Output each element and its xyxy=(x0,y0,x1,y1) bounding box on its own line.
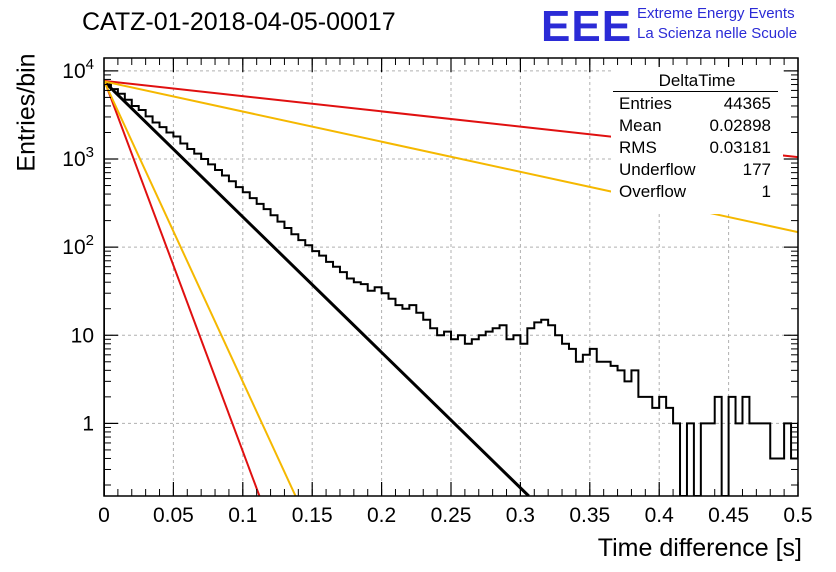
y-tick-label: 10 xyxy=(71,324,94,347)
y-tick-label: 102 xyxy=(62,232,94,259)
stats-value: 1 xyxy=(761,182,771,201)
stats-value: 44365 xyxy=(723,94,771,113)
y-tick-label-exponent: 2 xyxy=(86,232,94,249)
y-tick-label: 103 xyxy=(62,144,94,171)
stats-title-rule xyxy=(613,91,778,92)
stats-value: 177 xyxy=(742,160,771,179)
x-axis-label: Time difference [s] xyxy=(597,534,802,562)
series-line xyxy=(104,79,261,496)
stats-value: 0.03181 xyxy=(709,138,771,157)
stats-row: Overflow 1 xyxy=(619,182,771,204)
x-tick-label: 0.05 xyxy=(153,504,194,527)
stats-key: Overflow xyxy=(619,182,687,201)
logo-line1: Extreme Energy Events xyxy=(637,5,795,22)
x-tick-label: 0.4 xyxy=(645,504,675,527)
stats-row: Mean 0.02898 xyxy=(619,116,771,138)
y-tick-label-base: 10 xyxy=(62,148,85,171)
x-tick-label: 0.5 xyxy=(783,504,812,527)
stats-key: Underflow xyxy=(619,160,696,179)
logo-line2: La Scienza nelle Scuole xyxy=(637,25,798,42)
axes: 0 0.05 0.1 0.15 0.2 0.25 0.3 0.35 0.4 0.45 0.51101… xyxy=(62,56,812,527)
x-tick-label: 0.15 xyxy=(292,504,333,527)
y-tick-label-base: 10 xyxy=(62,60,85,83)
y-tick-label: 1 xyxy=(82,412,94,435)
stats-box: DeltaTime Entries 44365 Mean 0.02898 RMS… xyxy=(611,67,783,214)
eee-logo-mark: EEE xyxy=(541,2,633,51)
x-tick-label: 0 xyxy=(98,504,110,527)
x-tick-label: 0.3 xyxy=(506,504,535,527)
stats-row: Underflow 177 xyxy=(619,160,771,182)
x-tick-label: 0.35 xyxy=(569,504,610,527)
x-tick-label: 0.45 xyxy=(708,504,749,527)
y-tick-label: 104 xyxy=(62,56,94,83)
y-tick-label-exponent: 4 xyxy=(86,56,94,73)
y-tick-label-base: 10 xyxy=(62,236,85,259)
page-title: CATZ-01-2018-04-05-00017 xyxy=(82,8,396,36)
stats-title: DeltaTime xyxy=(658,71,736,90)
stats-row: Entries 44365 xyxy=(619,94,771,116)
x-tick-label: 0.25 xyxy=(431,504,472,527)
stats-value: 0.02898 xyxy=(709,116,771,135)
series-line xyxy=(104,80,297,496)
series-line xyxy=(104,80,530,496)
stats-key: Entries xyxy=(619,94,672,113)
y-axis-label: Entries/bin xyxy=(12,53,41,172)
stats-key: RMS xyxy=(619,138,657,157)
x-tick-label: 0.2 xyxy=(367,504,396,527)
histogram-line xyxy=(104,83,798,496)
y-tick-label-exponent: 3 xyxy=(86,144,94,161)
stats-key: Mean xyxy=(619,116,662,135)
x-tick-label: 0.1 xyxy=(228,504,257,527)
stats-row: RMS 0.03181 xyxy=(619,138,771,160)
